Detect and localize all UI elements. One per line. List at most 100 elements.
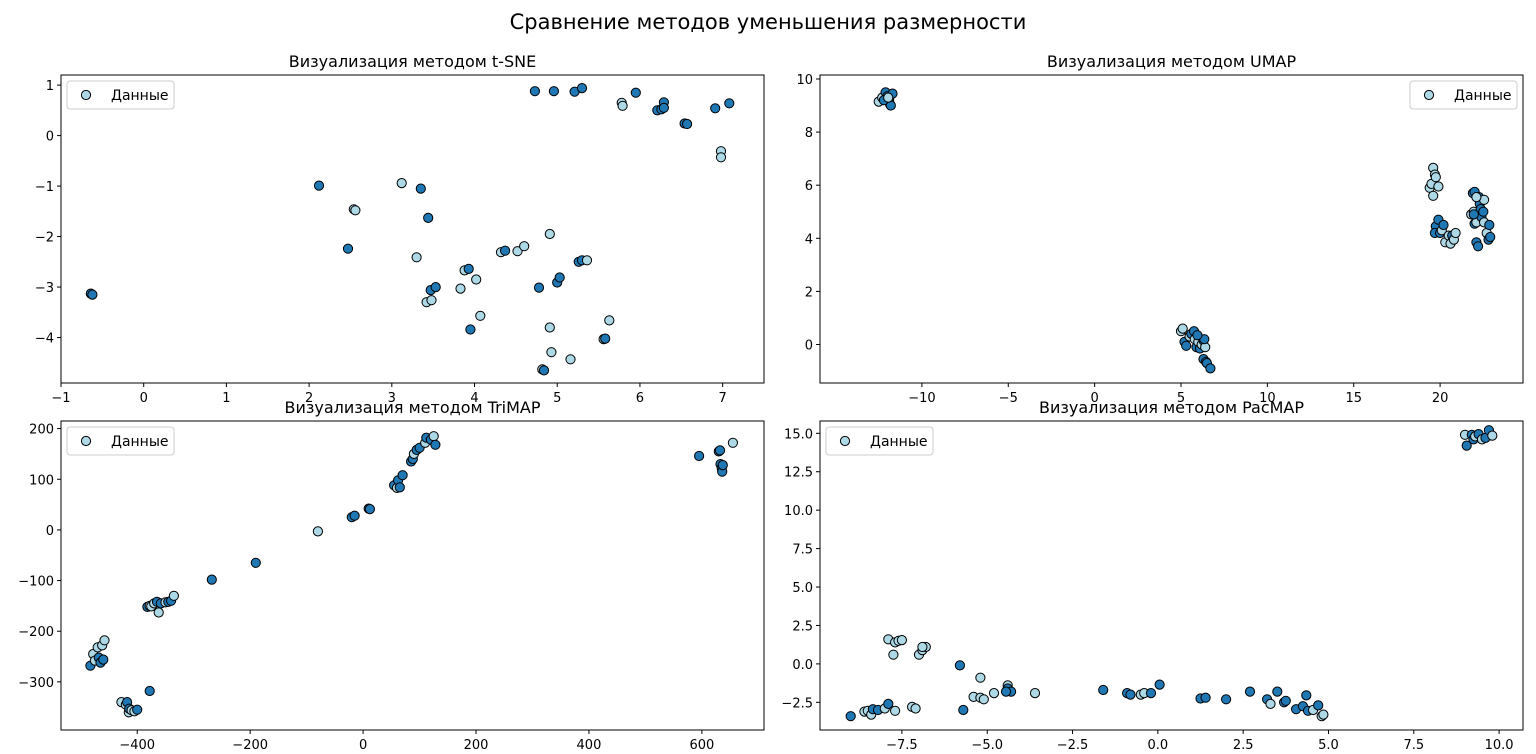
data-point	[87, 289, 98, 300]
y-tick-label: 0.0	[792, 658, 813, 673]
data-point	[313, 180, 325, 191]
data-point	[426, 295, 437, 306]
x-tick-label: 7.5	[1403, 738, 1424, 753]
x-tick-label: −200	[232, 738, 268, 753]
data-point	[394, 482, 405, 493]
x-tick-label: −1	[51, 391, 70, 406]
x-tick-label: −400	[119, 738, 155, 753]
subplot-title: Визуализация методом t-SNE	[289, 52, 536, 71]
y-tick-label: −2.5	[781, 696, 813, 711]
y-tick-label: 15.0	[784, 427, 813, 442]
y-tick-label: 12.5	[784, 466, 813, 481]
subplot-title: Визуализация методом PacMAP	[1039, 398, 1304, 417]
data-point	[714, 445, 726, 456]
y-tick-label: 4	[805, 232, 813, 247]
legend-marker	[80, 435, 92, 447]
data-point	[978, 694, 989, 705]
subplot-title: Визуализация методом UMAP	[1047, 52, 1297, 71]
data-point	[349, 510, 360, 521]
data-point	[1098, 684, 1109, 696]
x-tick-label: 0	[1090, 391, 1098, 406]
data-point	[910, 703, 921, 714]
axes-frame	[819, 74, 1524, 384]
data-point	[546, 347, 557, 358]
x-tick-label: −7.5	[886, 738, 918, 753]
data-point	[1205, 363, 1216, 374]
legend-box	[1409, 80, 1518, 110]
data-point	[475, 310, 486, 321]
x-tick-label: 600	[689, 738, 714, 753]
x-tick-label: 10.0	[1485, 738, 1514, 753]
data-point	[724, 98, 735, 109]
data-point	[604, 315, 615, 326]
x-tick-label: 4	[470, 391, 478, 406]
data-point	[1265, 698, 1276, 710]
data-point	[600, 333, 611, 344]
data-point	[883, 698, 894, 710]
data-point	[98, 654, 109, 665]
data-point	[1478, 206, 1489, 217]
legend-label: Данные	[870, 434, 928, 450]
legend-label: Данные	[1454, 88, 1512, 104]
legend-box	[66, 80, 175, 110]
data-point	[565, 354, 576, 365]
data-point	[168, 590, 179, 601]
data-point	[1313, 700, 1324, 711]
data-point	[710, 103, 721, 114]
data-point	[845, 711, 856, 722]
x-tick-label: 5.0	[1318, 738, 1339, 753]
data-point	[423, 212, 434, 223]
data-point	[471, 274, 482, 285]
data-point	[1192, 330, 1203, 341]
data-point	[630, 87, 641, 98]
data-point	[1244, 686, 1256, 697]
data-point	[538, 365, 550, 376]
data-point	[500, 245, 511, 256]
data-point	[312, 526, 323, 537]
data-point	[715, 152, 727, 163]
data-point	[342, 243, 354, 254]
x-tick-label: 7	[719, 391, 727, 406]
x-tick-label: 1	[222, 391, 230, 406]
y-tick-label: −200	[18, 625, 54, 640]
data-point	[954, 660, 966, 671]
data-point	[1272, 686, 1283, 697]
data-point	[1461, 440, 1472, 451]
data-point	[397, 470, 408, 481]
axes-frame	[60, 420, 765, 731]
y-tick-label: 200	[29, 423, 54, 438]
data-point	[544, 228, 555, 240]
data-point	[1485, 231, 1496, 243]
data-point	[1484, 219, 1495, 231]
data-point	[350, 205, 361, 216]
data-point	[99, 635, 110, 646]
subplot-3: Визуализация методом TriMAP −400 −200 0 200 4…	[18, 398, 765, 753]
y-tick-label: 0	[805, 339, 813, 354]
y-tick-label: 0	[46, 130, 54, 145]
data-point	[682, 118, 693, 130]
x-tick-label: 3	[388, 391, 396, 406]
data-point	[1487, 430, 1498, 441]
data-point	[1473, 241, 1484, 252]
x-tick-label: 0.0	[1148, 738, 1169, 753]
data-point	[1301, 690, 1312, 701]
data-point	[727, 437, 739, 448]
data-point	[544, 322, 555, 333]
y-tick-label: 2.5	[792, 619, 813, 634]
data-point	[694, 450, 705, 462]
y-tick-label: 6	[805, 179, 813, 194]
data-point	[1125, 689, 1136, 700]
data-point	[1029, 688, 1041, 699]
legend: Данные	[1409, 80, 1518, 110]
data-point	[519, 241, 530, 252]
data-point	[153, 607, 164, 618]
x-tick-label: −5	[999, 391, 1018, 406]
data-point	[1318, 709, 1329, 720]
y-tick-label: 1	[46, 79, 54, 94]
data-point	[975, 672, 986, 683]
y-tick-label: −2	[35, 231, 54, 246]
x-tick-label: 200	[464, 738, 489, 753]
data-point	[896, 635, 908, 646]
legend: Данные	[66, 426, 175, 456]
